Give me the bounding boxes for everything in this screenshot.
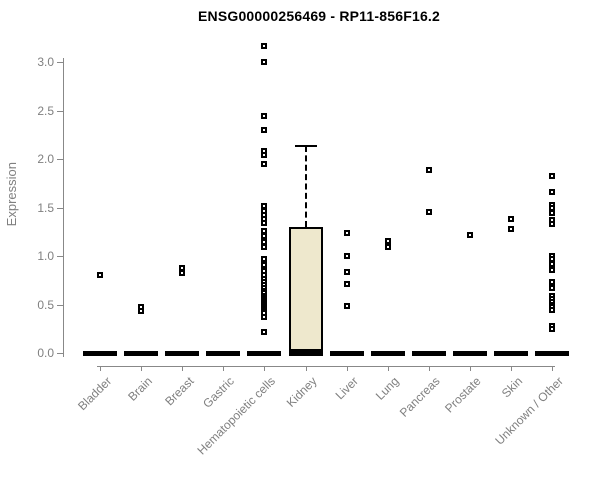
box-iqr (288, 226, 323, 356)
median-bar (494, 351, 528, 356)
outlier-point (549, 266, 556, 273)
outlier-point (261, 152, 268, 159)
y-axis-tick (57, 110, 63, 112)
outlier-point (549, 173, 556, 180)
y-tick-label: 3.0 (37, 55, 54, 69)
median-bar (83, 351, 117, 356)
y-axis-tick (57, 207, 63, 209)
outlier-point (466, 231, 473, 238)
outlier-point (549, 325, 556, 332)
x-axis-tick (264, 366, 266, 371)
outlier-point (261, 113, 268, 120)
outlier-point (261, 314, 268, 321)
median-bar (206, 351, 241, 356)
y-tick-label: 0.5 (37, 297, 54, 312)
outlier-point (261, 202, 268, 209)
outlier-point (343, 253, 350, 259)
median-bar (165, 351, 200, 356)
y-tick-label: 1.0 (37, 249, 54, 263)
outlier-point (343, 229, 350, 236)
median-bar (329, 351, 364, 356)
outlier-point (261, 232, 268, 239)
outlier-point (261, 261, 268, 268)
outlier-point (549, 220, 556, 227)
outlier-point (549, 285, 556, 291)
outlier-point (549, 260, 556, 267)
outlier-point (261, 244, 268, 251)
outlier-point (425, 166, 432, 173)
x-category-label: Liver (332, 374, 361, 403)
x-category-label: Gastric (200, 374, 238, 411)
x-axis-line (97, 366, 556, 367)
outlier-point (179, 264, 186, 271)
median-bar (247, 351, 282, 356)
y-axis-label: Expression (4, 162, 19, 227)
outlier-point (261, 126, 268, 133)
outlier-point (138, 308, 145, 315)
outlier-point (343, 281, 350, 288)
y-tick-label: 2.0 (37, 152, 54, 166)
x-axis-tick (428, 366, 430, 371)
median-bar (370, 351, 405, 356)
outlier-point (179, 270, 186, 277)
x-axis-tick (223, 366, 225, 371)
x-axis-tick (552, 366, 554, 371)
outlier-point (384, 238, 391, 245)
x-category-label: Lung (372, 374, 402, 403)
outlier-point (343, 303, 350, 310)
x-category-label: Hematopoietic cells (194, 374, 279, 458)
x-axis-tick (346, 366, 348, 371)
outlier-point (549, 279, 556, 286)
median-bar (411, 351, 446, 356)
x-axis-tick (141, 366, 143, 371)
outlier-point (508, 225, 514, 232)
y-axis-tick (57, 304, 63, 306)
x-axis-tick (182, 366, 184, 371)
median-bar (535, 351, 570, 356)
y-axis-tick (57, 353, 63, 354)
median-bar (124, 351, 159, 356)
median-bar (452, 351, 487, 356)
outlier-point (549, 188, 556, 195)
x-axis-tick (511, 366, 512, 371)
outlier-point (261, 160, 268, 167)
y-tick-label: 0.0 (37, 346, 54, 360)
outlier-point (549, 307, 556, 314)
outlier-point (384, 244, 391, 251)
x-axis-tick (305, 366, 307, 371)
y-tick-label: 1.5 (37, 200, 54, 215)
outlier-point (425, 209, 432, 216)
x-category-label: Pancreas (396, 374, 443, 420)
y-tick-label: 2.5 (37, 103, 54, 118)
x-category-label: Prostate (442, 374, 484, 416)
x-category-label: Bladder (74, 374, 114, 414)
y-axis-tick (57, 159, 63, 160)
median-bar (288, 349, 323, 355)
y-axis-tick (57, 256, 63, 257)
outlier-point (508, 216, 514, 223)
x-axis-tick (469, 366, 471, 371)
x-category-label: Skin (498, 374, 525, 401)
x-category-label: Brain (125, 374, 155, 404)
outlier-point (261, 255, 268, 262)
y-axis-tick (57, 62, 63, 63)
upper-whisker (304, 146, 307, 227)
upper-whisker-cap (294, 145, 317, 148)
x-category-label: Kidney (283, 374, 320, 410)
outlier-point (97, 272, 103, 279)
outlier-point (261, 328, 268, 335)
outlier-point (261, 220, 268, 227)
outlier-point (261, 43, 268, 50)
outlier-point (261, 59, 268, 65)
x-axis-tick (387, 366, 389, 371)
x-axis-tick (100, 366, 101, 371)
outlier-point (549, 210, 556, 217)
y-axis-line (63, 58, 64, 357)
outlier-point (549, 204, 556, 211)
chart-title: ENSG00000256469 - RP11-856F16.2 (197, 8, 441, 24)
x-category-label: Breast (161, 374, 197, 409)
outlier-point (343, 268, 350, 275)
